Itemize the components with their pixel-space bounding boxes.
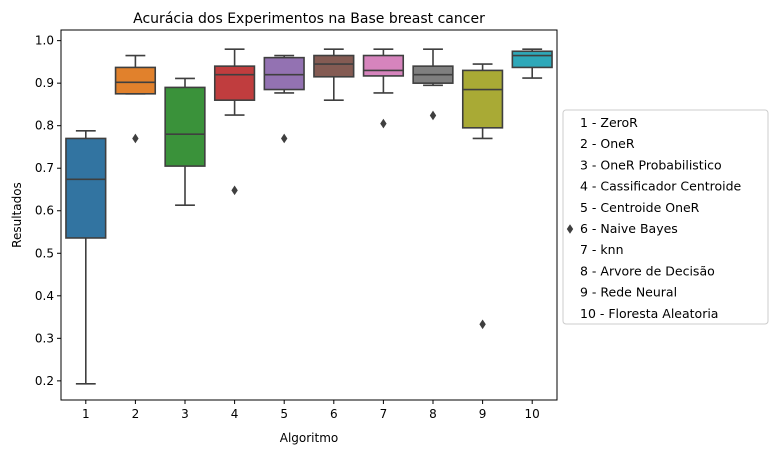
- x-tick-label: 8: [429, 407, 437, 421]
- x-tick-label: 3: [181, 407, 189, 421]
- iqr-box: [164, 86, 206, 167]
- iqr-box: [313, 54, 355, 78]
- box-group-2: [114, 54, 157, 144]
- iqr-box: [114, 66, 157, 95]
- y-tick-label: 1.0: [35, 34, 54, 48]
- iqr-box: [263, 56, 305, 91]
- legend-entry: 1 - ZeroR: [580, 115, 638, 130]
- outlier-marker: [380, 118, 387, 129]
- outlier-marker: [281, 133, 288, 144]
- x-axis-label: Algoritmo: [280, 431, 339, 445]
- y-tick-label: 0.5: [35, 246, 54, 260]
- legend-entry: 7 - knn: [580, 242, 624, 257]
- y-tick-label: 0.7: [35, 161, 54, 175]
- y-tick-label: 0.3: [35, 331, 54, 345]
- legend-entry: 2 - OneR: [580, 136, 635, 151]
- chart-title: Acurácia dos Experimentos na Base breast…: [133, 11, 485, 27]
- iqr-box: [461, 69, 504, 129]
- y-tick-label: 0.6: [35, 204, 54, 218]
- plot-area: [65, 48, 553, 385]
- iqr-box: [213, 65, 256, 101]
- plot-frame: [60, 29, 558, 401]
- box-group-8: [412, 48, 454, 121]
- box-group-6: [313, 48, 355, 101]
- iqr-box: [65, 137, 107, 239]
- legend-entry: 8 - Arvore de Decisão: [580, 263, 715, 278]
- outlier-marker: [479, 319, 486, 330]
- x-tick-label: 9: [479, 407, 487, 421]
- x-tick-label: 10: [525, 407, 540, 421]
- y-tick-label: 0.8: [35, 119, 54, 133]
- x-tick-label: 7: [380, 407, 388, 421]
- x-tick-label: 2: [132, 407, 140, 421]
- iqr-box: [362, 54, 405, 77]
- axes: 0.2 0.3 0.4 0.5 0.6 0.7 0.8 0.9 1.0 1 2 3 4 5 6 7 8 9 10: [35, 34, 540, 421]
- legend-entry: 5 - Centroide OneR: [580, 200, 700, 215]
- x-tick-label: 6: [330, 407, 338, 421]
- y-axis-label: Resultados: [10, 182, 24, 248]
- x-tick-label: 4: [231, 407, 239, 421]
- outlier-marker: [132, 133, 139, 144]
- legend: 1 - ZeroR 2 - OneR 3 - OneR Probabilistico…: [562, 109, 769, 325]
- x-tick-label: 1: [82, 407, 90, 421]
- box-group-10: [511, 48, 553, 79]
- y-tick-label: 0.9: [35, 76, 54, 90]
- legend-marker: [566, 224, 574, 234]
- outlier-marker: [429, 110, 437, 121]
- box-group-3: [164, 77, 206, 207]
- x-tick-label: 5: [280, 407, 288, 421]
- box-group-9: [461, 63, 504, 330]
- y-tick-label: 0.2: [35, 374, 54, 388]
- legend-entry: 4 - Cassificador Centroide: [580, 179, 742, 194]
- y-tick-label: 0.4: [35, 289, 54, 303]
- legend-entry: 9 - Rede Neural: [580, 285, 677, 300]
- legend-entry: 10 - Floresta Aleatoria: [580, 306, 718, 321]
- box-group-7: [362, 48, 405, 129]
- box-group-5: [263, 54, 305, 144]
- iqr-box: [511, 50, 553, 69]
- outlier-marker: [231, 185, 238, 196]
- box-group-1: [65, 129, 107, 385]
- legend-entry: 3 - OneR Probabilistico: [580, 157, 722, 172]
- legend-frame: [562, 109, 769, 325]
- box-group-4: [213, 48, 256, 196]
- legend-entry: 6 - Naive Bayes: [580, 221, 678, 236]
